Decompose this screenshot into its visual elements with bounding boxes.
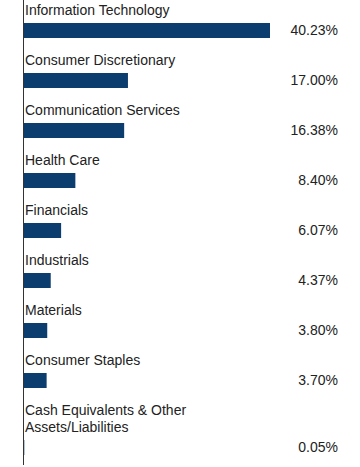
value-label: 3.70% (258, 372, 338, 389)
category-label: Communication Services (25, 102, 235, 119)
value-label: 3.80% (258, 322, 338, 339)
bar (24, 273, 51, 288)
axis-line (23, 0, 24, 465)
bar (24, 323, 47, 338)
category-label: Materials (25, 302, 235, 319)
value-label: 8.40% (258, 172, 338, 189)
value-label: 40.23% (258, 22, 338, 39)
category-label: Health Care (25, 152, 235, 169)
bars (24, 23, 270, 455)
bar (24, 173, 75, 188)
value-label: 16.38% (258, 122, 338, 139)
bar (24, 123, 124, 138)
category-label: Consumer Staples (25, 352, 235, 369)
bar (24, 23, 270, 38)
value-label: 4.37% (258, 272, 338, 289)
bar (24, 440, 25, 455)
category-label: Financials (25, 202, 235, 219)
category-label: Information Technology (25, 2, 235, 19)
bar (24, 73, 128, 88)
category-label: Consumer Discretionary (25, 52, 235, 69)
bar (24, 223, 61, 238)
value-label: 6.07% (258, 222, 338, 239)
category-label: Cash Equivalents & Other Assets/Liabilit… (25, 402, 235, 436)
value-label: 17.00% (258, 72, 338, 89)
category-label: Industrials (25, 252, 235, 269)
value-label: 0.05% (258, 439, 338, 456)
bar (24, 373, 47, 388)
